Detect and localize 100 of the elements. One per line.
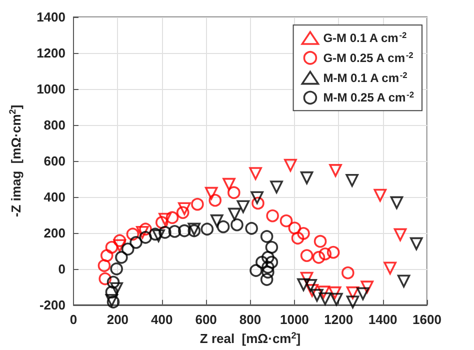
x-tick-label: 400 bbox=[151, 312, 173, 327]
point bbox=[329, 164, 342, 177]
point bbox=[384, 262, 397, 275]
point bbox=[230, 218, 244, 232]
point bbox=[155, 216, 168, 229]
point bbox=[106, 276, 120, 289]
point bbox=[98, 259, 111, 272]
y-tick-label: 0 bbox=[58, 261, 66, 276]
point bbox=[105, 286, 118, 298]
x-tick-label: 1200 bbox=[324, 312, 354, 327]
point bbox=[346, 296, 360, 308]
point bbox=[139, 230, 152, 244]
point bbox=[360, 280, 374, 294]
y-tick-label: -200 bbox=[39, 297, 66, 312]
point bbox=[326, 246, 340, 259]
point bbox=[126, 228, 140, 241]
y-tick-label: 400 bbox=[44, 189, 66, 204]
point bbox=[265, 256, 278, 269]
point bbox=[152, 229, 165, 242]
point bbox=[262, 266, 274, 279]
point bbox=[342, 266, 354, 280]
point bbox=[260, 273, 274, 286]
point bbox=[266, 209, 279, 222]
x-tick-label: 800 bbox=[239, 312, 262, 327]
point bbox=[314, 234, 327, 248]
point bbox=[374, 188, 387, 202]
point bbox=[262, 260, 274, 274]
point bbox=[158, 212, 172, 226]
point bbox=[394, 228, 407, 242]
point bbox=[245, 222, 258, 235]
point bbox=[300, 272, 314, 285]
point bbox=[356, 287, 370, 300]
point bbox=[250, 264, 262, 277]
point bbox=[178, 224, 191, 238]
point bbox=[210, 214, 224, 228]
point bbox=[98, 272, 112, 286]
point bbox=[310, 288, 324, 302]
point bbox=[252, 196, 264, 210]
y-axis-title: -Z imag [mΩ·cm2] bbox=[8, 104, 24, 218]
point bbox=[148, 228, 162, 241]
point bbox=[306, 284, 319, 297]
y-tick-label: 1000 bbox=[36, 81, 66, 96]
point bbox=[256, 256, 268, 269]
point bbox=[297, 227, 310, 240]
point bbox=[113, 234, 126, 248]
point bbox=[297, 278, 310, 292]
point bbox=[200, 222, 214, 236]
point bbox=[390, 196, 404, 210]
point bbox=[288, 222, 302, 234]
point bbox=[346, 174, 358, 187]
point bbox=[265, 240, 278, 254]
point bbox=[176, 206, 190, 219]
point bbox=[110, 262, 123, 276]
point bbox=[284, 158, 297, 172]
point bbox=[110, 282, 123, 296]
y-tick-label: 800 bbox=[44, 117, 66, 132]
point bbox=[115, 250, 128, 264]
point bbox=[304, 279, 317, 292]
x-tick-label: 200 bbox=[106, 312, 129, 327]
x-tick-label: 1400 bbox=[368, 312, 398, 327]
point bbox=[262, 250, 274, 264]
point bbox=[260, 230, 274, 243]
point bbox=[166, 211, 179, 224]
point bbox=[291, 232, 304, 244]
point bbox=[312, 250, 326, 264]
x-tick-label: 1000 bbox=[280, 312, 309, 327]
point bbox=[330, 292, 343, 306]
point bbox=[105, 240, 118, 254]
point bbox=[410, 237, 423, 250]
point bbox=[158, 226, 172, 239]
point bbox=[121, 242, 134, 256]
point bbox=[300, 249, 314, 262]
x-tick-label: 600 bbox=[195, 312, 217, 327]
y-tick-label: 1400 bbox=[36, 10, 66, 24]
point bbox=[397, 274, 410, 288]
point bbox=[178, 202, 191, 215]
y-tick-label: 200 bbox=[44, 225, 66, 240]
point bbox=[270, 180, 283, 194]
point bbox=[249, 167, 262, 180]
point bbox=[168, 225, 182, 238]
point bbox=[228, 208, 241, 221]
y-tick-label: 600 bbox=[44, 153, 66, 168]
point bbox=[191, 198, 204, 211]
point bbox=[300, 171, 314, 184]
point bbox=[250, 191, 264, 204]
point bbox=[318, 292, 332, 306]
x-tick-label: 1600 bbox=[412, 312, 442, 327]
point bbox=[139, 222, 152, 236]
point bbox=[317, 286, 330, 298]
x-tick-label: 0 bbox=[70, 312, 78, 327]
point bbox=[280, 214, 293, 228]
point bbox=[208, 194, 222, 207]
y-tick-label: 1200 bbox=[36, 45, 66, 60]
point bbox=[328, 286, 342, 300]
point bbox=[228, 186, 240, 199]
point bbox=[346, 286, 360, 300]
point bbox=[130, 236, 142, 249]
point bbox=[216, 220, 230, 234]
point bbox=[204, 186, 218, 200]
point bbox=[100, 249, 114, 262]
